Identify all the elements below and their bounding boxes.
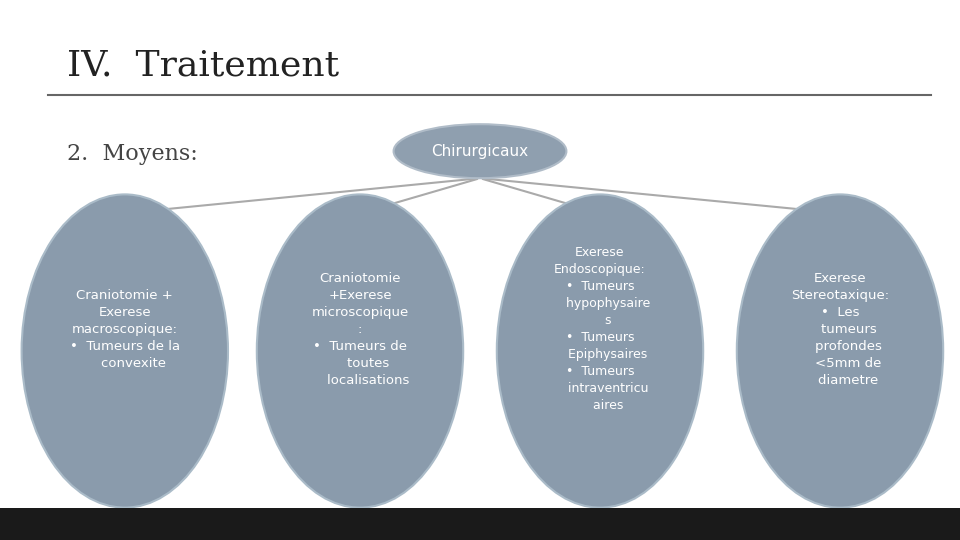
- Text: 2.  Moyens:: 2. Moyens:: [67, 143, 198, 165]
- Bar: [0, 508, 960, 540]
- Text: Exerese
Stereotaxique:
•  Les
    tumeurs
    profondes
    <5mm de
    diametre: Exerese Stereotaxique: • Les tumeurs pro…: [791, 272, 889, 387]
- Ellipse shape: [22, 194, 228, 508]
- Text: Exerese
Endoscopique:
•  Tumeurs
    hypophysaire
    s
•  Tumeurs
    Epiphysai: Exerese Endoscopique: • Tumeurs hypophys…: [550, 246, 650, 413]
- Text: Chirurgicaux: Chirurgicaux: [431, 144, 529, 159]
- Text: Craniotomie
+Exerese
microscopique
:
•  Tumeurs de
    toutes
    localisations: Craniotomie +Exerese microscopique : • T…: [310, 272, 410, 387]
- Ellipse shape: [737, 194, 943, 508]
- Ellipse shape: [497, 194, 703, 508]
- Ellipse shape: [257, 194, 463, 508]
- Text: Craniotomie +
Exerese
macroscopique:
•  Tumeurs de la
    convexite: Craniotomie + Exerese macroscopique: • T…: [70, 289, 180, 370]
- Text: IV.  Traitement: IV. Traitement: [67, 49, 339, 83]
- Ellipse shape: [394, 124, 566, 178]
